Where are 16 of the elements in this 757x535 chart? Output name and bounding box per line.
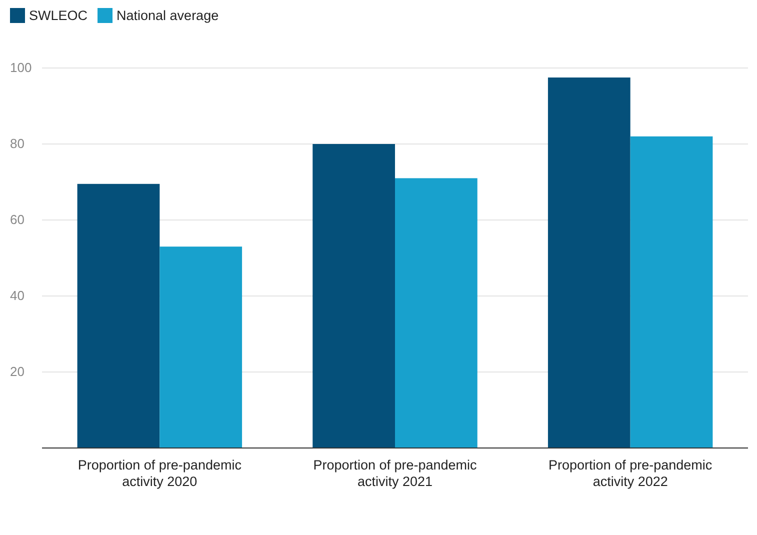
x-tick-label: Proportion of pre-pandemic activity 2022 (548, 458, 712, 489)
legend-label: National average (116, 8, 219, 23)
y-tick-label: 20 (10, 364, 24, 380)
legend-label: SWLEOC (29, 8, 88, 23)
bar (312, 144, 395, 448)
y-tick-label: 80 (10, 136, 24, 152)
x-tick-label: Proportion of pre-pandemic activity 2020 (78, 458, 242, 489)
y-tick-label: 60 (10, 212, 24, 228)
bar (630, 136, 713, 448)
bar (395, 178, 478, 448)
bar (160, 246, 242, 448)
y-tick-label: 100 (10, 60, 32, 76)
x-tick-label: Proportion of pre-pandemic activity 2021 (313, 458, 478, 489)
y-tick-label: 40 (10, 288, 24, 304)
bar (77, 184, 160, 448)
bar (548, 78, 630, 448)
